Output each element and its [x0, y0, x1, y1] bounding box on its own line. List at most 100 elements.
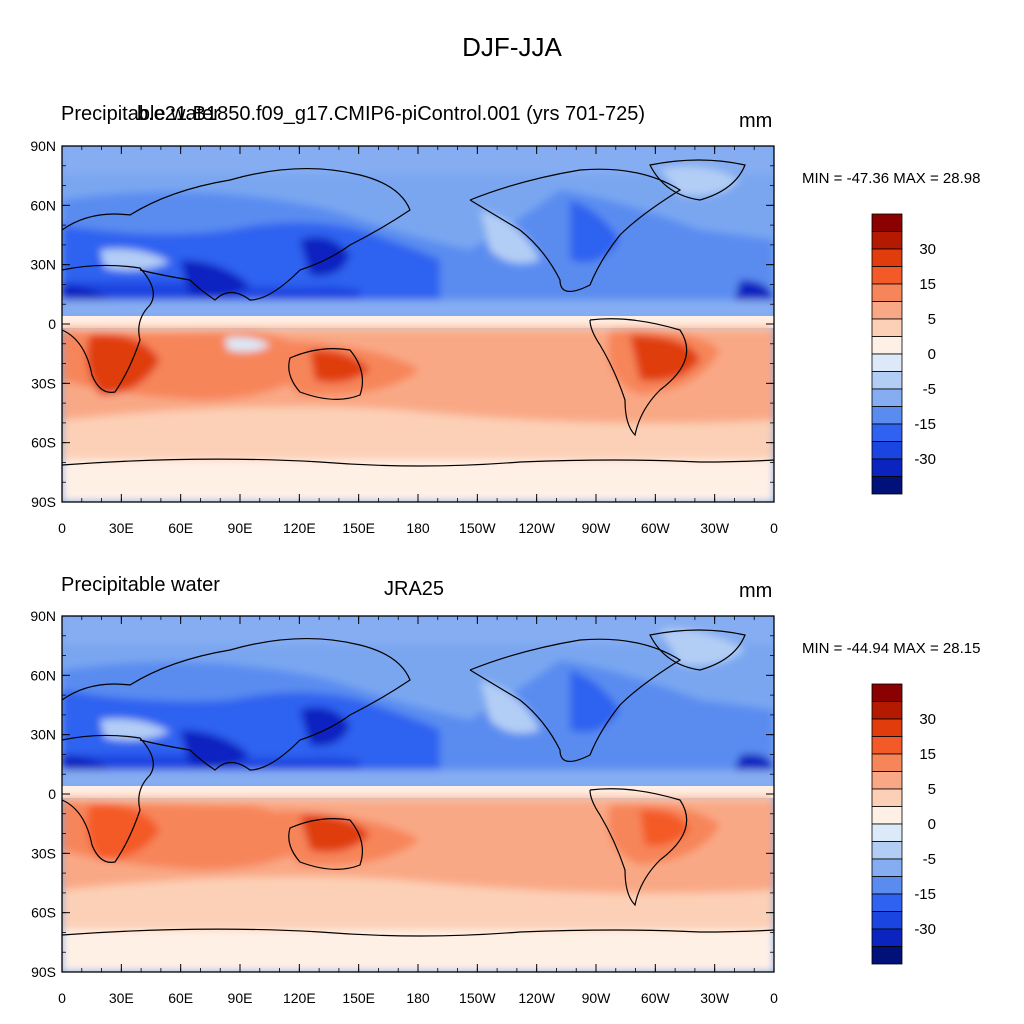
colorbar-swatch — [871, 353, 903, 372]
colorbar-swatch — [871, 911, 903, 930]
colorbar-swatch — [871, 406, 903, 425]
panel1-minmax: MIN = -47.36 MAX = 28.98 — [802, 170, 981, 187]
panel2-units: mm — [739, 580, 773, 602]
colorbar-swatch — [871, 701, 903, 720]
colorbar-swatch — [871, 683, 903, 702]
y-tick-label: 0 — [48, 316, 56, 332]
colorbar-swatch — [871, 388, 903, 407]
y-tick-label: 90N — [30, 138, 56, 154]
x-tick-label: 30E — [109, 990, 134, 1006]
y-tick-label: 60S — [31, 435, 56, 451]
y-tick-label: 30N — [30, 257, 56, 273]
x-tick-label: 30E — [109, 520, 134, 536]
colorbar-label: 0 — [928, 346, 936, 363]
panel2-minmax: MIN = -44.94 MAX = 28.15 — [802, 640, 981, 657]
colorbar-label: -5 — [923, 851, 936, 868]
panel2-map — [62, 616, 774, 972]
x-tick-label: 60E — [168, 990, 193, 1006]
y-tick-label: 90N — [30, 608, 56, 624]
x-tick-label: 150E — [342, 520, 375, 536]
panel1-center-title: b.e21.B1850.f09_g17.CMIP6-piControl.001 … — [137, 103, 646, 125]
colorbar-swatch — [871, 858, 903, 877]
colorbar-label: 30 — [919, 711, 936, 728]
colorbar-swatch — [871, 771, 903, 790]
colorbar-swatch — [871, 283, 903, 302]
colorbar-swatch — [871, 266, 903, 285]
y-tick-label: 30S — [31, 375, 56, 391]
colorbar-swatch — [871, 893, 903, 912]
colorbar-swatch — [871, 213, 903, 232]
x-tick-label: 60W — [641, 990, 671, 1006]
colorbar-swatch — [871, 876, 903, 895]
colorbar-swatch — [871, 841, 903, 860]
colorbar-swatch — [871, 318, 903, 337]
x-tick-label: 180 — [406, 520, 430, 536]
colorbar-swatch — [871, 946, 903, 965]
colorbar-label: -30 — [914, 921, 936, 938]
x-tick-label: 30W — [700, 520, 730, 536]
x-tick-label: 0 — [770, 990, 778, 1006]
colorbar-swatch — [871, 231, 903, 250]
colorbar-swatch — [871, 806, 903, 825]
panel2-center-title: JRA25 — [384, 578, 445, 600]
x-tick-label: 180 — [406, 990, 430, 1006]
colorbar-swatch — [871, 736, 903, 755]
colorbar-label: 0 — [928, 816, 936, 833]
panel1-map — [62, 146, 774, 502]
x-tick-label: 0 — [770, 520, 778, 536]
colorbar-label: 5 — [928, 311, 936, 328]
y-tick-label: 0 — [48, 786, 56, 802]
colorbar-swatch — [871, 823, 903, 842]
x-tick-label: 120E — [283, 990, 316, 1006]
y-tick-label: 60S — [31, 905, 56, 921]
y-tick-label: 90S — [31, 494, 56, 510]
colorbar-swatch — [871, 423, 903, 442]
colorbar-label: 15 — [919, 276, 936, 293]
colorbar-label: -15 — [914, 416, 936, 433]
colorbar-label: 30 — [919, 241, 936, 258]
x-tick-label: 150W — [459, 990, 496, 1006]
colorbar-swatch — [871, 476, 903, 495]
x-tick-label: 90E — [228, 520, 253, 536]
x-tick-label: 30W — [700, 990, 730, 1006]
y-tick-label: 60N — [30, 197, 56, 213]
colorbar-swatch — [871, 458, 903, 477]
colorbar-swatch — [871, 248, 903, 267]
colorbar-swatch — [871, 371, 903, 390]
x-tick-label: 150E — [342, 990, 375, 1006]
x-tick-label: 60W — [641, 520, 671, 536]
x-tick-label: 120E — [283, 520, 316, 536]
x-tick-label: 90W — [582, 520, 612, 536]
y-tick-label: 30N — [30, 727, 56, 743]
colorbar-label: 5 — [928, 781, 936, 798]
x-tick-label: 60E — [168, 520, 193, 536]
y-tick-label: 30S — [31, 845, 56, 861]
colorbar-swatch — [871, 441, 903, 460]
x-tick-label: 120W — [518, 520, 555, 536]
coastlines — [61, 159, 775, 937]
colorbar-label: 15 — [919, 746, 936, 763]
x-tick-label: 0 — [58, 520, 66, 536]
colorbar-swatch — [871, 336, 903, 355]
colorbars: 30 15 5 0 -5 -15 -30 30 15 5 0 -5 -15 -30 — [871, 213, 936, 965]
y-tick-label: 90S — [31, 964, 56, 980]
x-tick-label: 120W — [518, 990, 555, 1006]
colorbar-swatch — [871, 928, 903, 947]
panel1-units: mm — [739, 110, 773, 132]
colorbar-swatch — [871, 718, 903, 737]
colorbar-swatch — [871, 301, 903, 320]
panel2-left-title: Precipitable water — [61, 574, 220, 596]
colorbar-label: -30 — [914, 451, 936, 468]
x-tick-label: 150W — [459, 520, 496, 536]
y-tick-label: 60N — [30, 667, 56, 683]
x-tick-label: 0 — [58, 990, 66, 1006]
colorbar-label: -15 — [914, 886, 936, 903]
colorbar-label: -5 — [923, 381, 936, 398]
colorbar-swatch — [871, 788, 903, 807]
main-title: DJF-JJA — [462, 32, 562, 62]
panel1-left-title: Precipitable water — [61, 103, 220, 125]
colorbar-swatch — [871, 753, 903, 772]
x-tick-label: 90E — [228, 990, 253, 1006]
axes: 0 30E 60E 90E 120E 150E 180 150W 120W 90W 60W 30W 09… — [30, 138, 778, 1006]
